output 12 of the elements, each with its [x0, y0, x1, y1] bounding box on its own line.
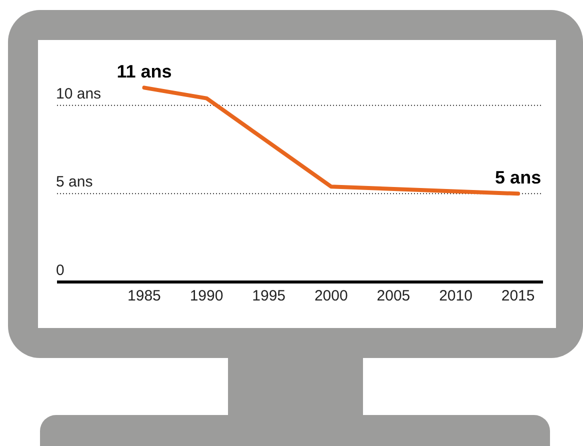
x-tick-label: 1995: [252, 288, 286, 305]
y-tick-label: 5 ans: [56, 174, 93, 191]
x-tick-label: 2010: [439, 288, 472, 305]
y-tick-label: 0: [56, 262, 64, 279]
x-tick-label: 2005: [376, 288, 410, 305]
annotation: 11 ans: [116, 62, 172, 82]
x-tick-label: 2015: [501, 288, 535, 305]
x-tick-label: 2000: [314, 288, 348, 305]
y-tick-label: 10 ans: [56, 85, 102, 102]
annotation: 5 ans: [495, 168, 542, 188]
x-tick-label: 1990: [190, 288, 224, 305]
x-tick-label: 1985: [128, 288, 161, 305]
